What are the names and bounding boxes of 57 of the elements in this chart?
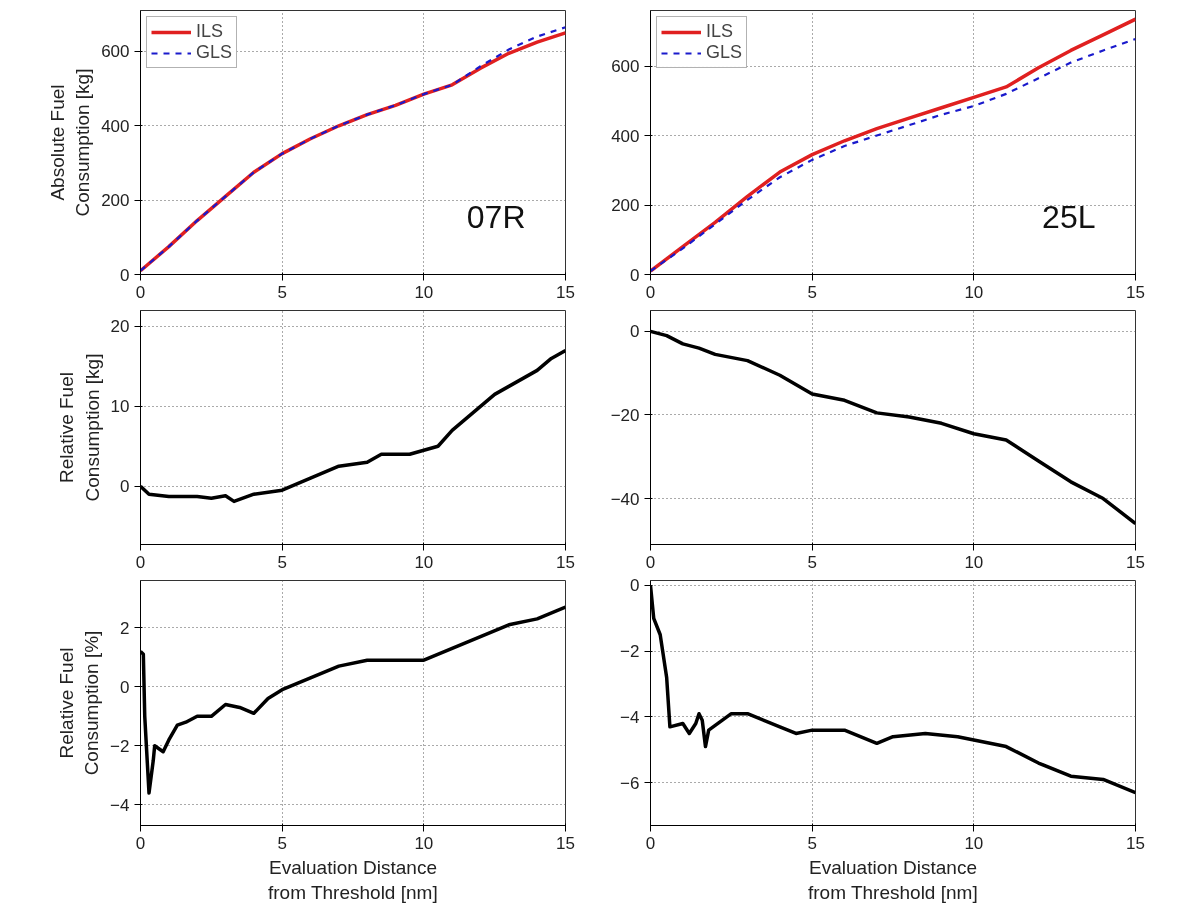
x-tick-label: 5 bbox=[277, 552, 287, 572]
x-tick-label: 5 bbox=[807, 552, 817, 572]
x-tick-label: 10 bbox=[964, 282, 984, 302]
x-tick-label: 15 bbox=[556, 282, 575, 302]
x-tick-label: 0 bbox=[135, 833, 146, 853]
x-tick-label: 15 bbox=[1126, 552, 1145, 572]
x-tick-label: 0 bbox=[645, 282, 656, 302]
y-axis-title: Absolute Fuel Consumption [kg] bbox=[46, 68, 94, 217]
y-tick-label: 200 bbox=[101, 191, 130, 211]
x-axis-title: Evaluation Distance from Threshold [nm] bbox=[268, 856, 438, 903]
y-tick-label: −4 bbox=[620, 707, 640, 727]
x-tick-label: 10 bbox=[414, 833, 434, 853]
x-tick-label: 10 bbox=[964, 833, 984, 853]
legend-label: ILS bbox=[196, 21, 224, 42]
y-tick-label: 400 bbox=[101, 116, 130, 136]
x-tick-label: 15 bbox=[1126, 282, 1145, 302]
x-tick-label: 15 bbox=[556, 833, 575, 853]
x-axis-title: Evaluation Distance from Threshold [nm] bbox=[808, 856, 978, 903]
x-tick-label: 5 bbox=[807, 833, 817, 853]
y-tick-label: 0 bbox=[630, 322, 640, 342]
x-tick-label: 0 bbox=[645, 833, 656, 853]
y-axis-title: Relative Fuel Consumption [%] bbox=[55, 630, 103, 776]
x-tick-label: 0 bbox=[645, 552, 656, 572]
x-tick-label: 15 bbox=[1126, 833, 1145, 853]
y-tick-label: 20 bbox=[110, 317, 130, 337]
y-tick-label: 400 bbox=[611, 126, 640, 146]
legend-label: GLS bbox=[706, 42, 743, 63]
x-tick-label: 5 bbox=[277, 282, 287, 302]
y-tick-label: −2 bbox=[110, 736, 130, 756]
x-tick-label: 10 bbox=[964, 552, 984, 572]
y-tick-label: 0 bbox=[120, 477, 130, 497]
y-tick-label: −2 bbox=[620, 642, 640, 662]
legend-label: GLS bbox=[196, 42, 233, 63]
y-tick-label: 600 bbox=[611, 57, 640, 77]
y-tick-label: 0 bbox=[120, 677, 130, 697]
x-tick-label: 5 bbox=[277, 833, 287, 853]
y-tick-label: −6 bbox=[620, 773, 640, 793]
y-axis-title: Relative Fuel Consumption [kg] bbox=[56, 353, 103, 502]
x-tick-label: 15 bbox=[556, 552, 575, 572]
annotation: 25L bbox=[1042, 198, 1096, 235]
y-tick-label: −4 bbox=[110, 795, 130, 815]
y-tick-label: 10 bbox=[110, 397, 130, 417]
x-tick-label: 5 bbox=[807, 282, 817, 302]
y-tick-label: 0 bbox=[630, 265, 640, 285]
x-tick-label: 0 bbox=[135, 552, 146, 572]
y-tick-label: 0 bbox=[630, 576, 640, 596]
x-tick-label: 10 bbox=[414, 282, 434, 302]
legend-label: ILS bbox=[706, 21, 734, 42]
y-tick-label: −20 bbox=[610, 405, 640, 425]
x-tick-label: 0 bbox=[135, 282, 146, 302]
y-tick-label: 200 bbox=[611, 196, 640, 216]
y-tick-label: −40 bbox=[610, 489, 640, 509]
x-tick-label: 10 bbox=[414, 552, 434, 572]
y-tick-label: 600 bbox=[101, 42, 130, 62]
annotation: 07R bbox=[466, 198, 526, 235]
y-tick-label: 2 bbox=[120, 618, 130, 638]
y-tick-label: 0 bbox=[120, 265, 130, 285]
